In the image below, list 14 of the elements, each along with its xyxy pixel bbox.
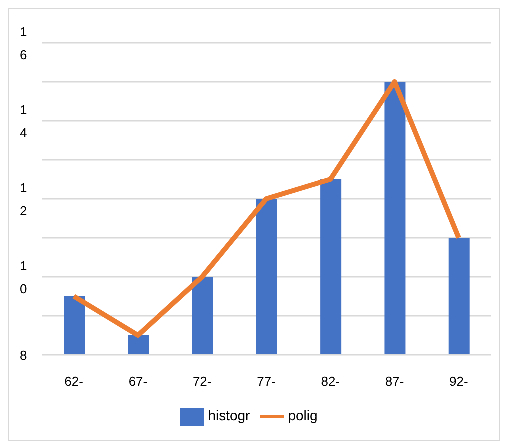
y-tick-label: 8 [20,348,28,363]
x-tick-label: 82- [321,374,340,390]
legend-label: polig [288,408,318,424]
x-tick-label: 72- [192,374,212,390]
y-tick-label: 1 0 [20,258,28,296]
y-tick-label: 1 2 [20,180,28,218]
y-tick-label: 1 4 [20,102,28,140]
x-tick-label: 67- [128,374,148,390]
legend-label: histogr [208,408,250,424]
x-tick-label: 77- [257,374,276,390]
x-tick-label: 62- [64,374,84,390]
x-tick-label: 87- [385,374,404,390]
x-tick-label: 92- [450,374,468,390]
y-tick-label: 1 6 [20,24,28,62]
